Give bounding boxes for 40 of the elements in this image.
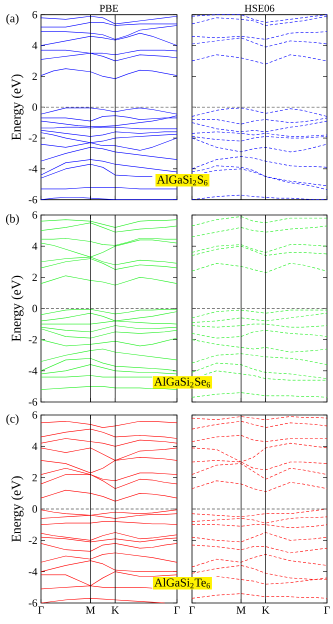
- y-tick-label: -6: [28, 398, 38, 406]
- y-tick-label: -4: [28, 568, 38, 576]
- x-tick-label: Γ: [189, 606, 195, 614]
- annotation: AlGaSi$_{2}$Te$_{6}$: [154, 578, 210, 588]
- annotation: AlGaSi$_{2}$Se$_{6}$: [154, 377, 210, 388]
- y-tick-label: 4: [32, 42, 38, 50]
- y-tick-label: 0: [32, 505, 38, 513]
- y-axis-title: Energy (eV): [11, 476, 24, 542]
- x-tick-label: Γ: [324, 606, 330, 614]
- y-axis-title: Energy (eV): [11, 276, 24, 342]
- y-tick-label: 0: [32, 104, 38, 111]
- x-tick-label: Γ: [174, 606, 180, 614]
- y-tick-label: 6: [32, 211, 38, 219]
- y-axis-title: Energy (eV): [11, 74, 24, 140]
- y-tick-label: 0: [32, 304, 38, 312]
- annotation: AlGaSi$_{2}$S$_{6}$: [156, 175, 208, 186]
- text: (a): [6, 14, 19, 25]
- y-tick-label: -2: [28, 134, 37, 142]
- y-tick-label: 2: [32, 72, 37, 80]
- x-tick-label: M: [236, 606, 246, 614]
- y-tick-label: 6: [32, 411, 38, 419]
- x-tick-label: Γ: [38, 606, 44, 614]
- y-tick-label: 4: [32, 242, 38, 250]
- x-tick-label: M: [86, 606, 96, 614]
- y-tick-label: -6: [28, 196, 38, 204]
- text: (b): [6, 214, 19, 226]
- y-tick-label: -2: [28, 536, 37, 544]
- y-tick-label: -2: [28, 336, 37, 344]
- x-tick-label: K: [262, 606, 270, 614]
- y-tick-label: 6: [32, 11, 38, 18]
- y-tick-label: -6: [28, 599, 38, 607]
- text: (c): [6, 414, 19, 426]
- y-tick-label: -4: [28, 367, 38, 374]
- chart-title: HSE06: [244, 4, 274, 12]
- chart-title: PBE: [100, 4, 118, 12]
- y-tick-label: 2: [32, 474, 37, 482]
- y-tick-label: 2: [32, 274, 37, 281]
- y-tick-label: 4: [32, 442, 38, 450]
- x-tick-label: K: [112, 606, 120, 614]
- y-tick-label: -4: [28, 165, 38, 172]
